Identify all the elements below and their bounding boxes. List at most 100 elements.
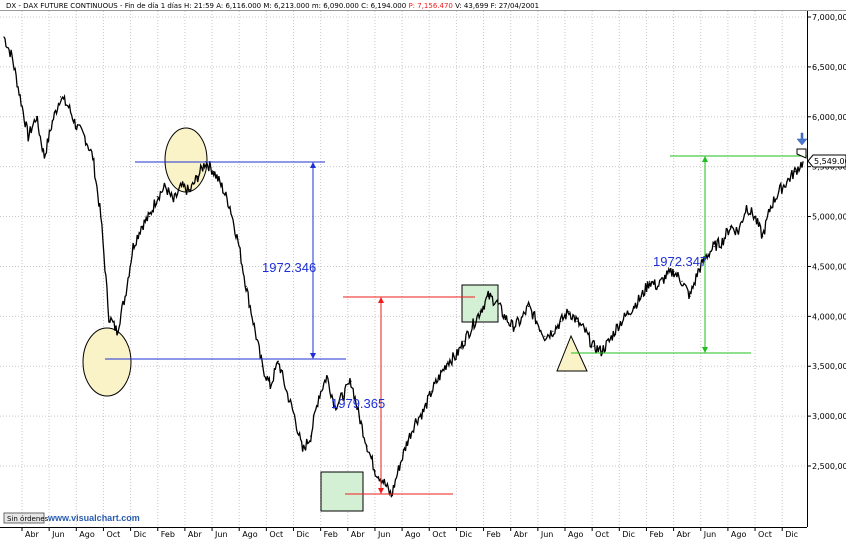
x-tick-label: Jun bbox=[540, 530, 554, 539]
price-point bbox=[415, 420, 417, 422]
low-box-marker[interactable] bbox=[320, 471, 364, 512]
x-tick-label: Ago bbox=[79, 530, 95, 539]
price-point bbox=[592, 345, 594, 347]
price-point bbox=[221, 186, 223, 188]
x-tick-label: Oct bbox=[595, 530, 609, 539]
watermark: www.visualchart.com bbox=[47, 513, 140, 523]
price-point bbox=[358, 415, 360, 417]
price-point bbox=[576, 320, 578, 322]
price-point bbox=[487, 295, 489, 297]
y-tick-label: 6,500,000 bbox=[812, 63, 846, 72]
price-point bbox=[366, 445, 368, 447]
price-point bbox=[398, 465, 401, 467]
y-tick-label: 7,000,000 bbox=[812, 13, 846, 22]
price-point bbox=[11, 56, 13, 58]
x-tick-label: Dic bbox=[785, 530, 798, 539]
price-point bbox=[189, 191, 191, 193]
price-point bbox=[584, 330, 586, 332]
bottom-ellipse-marker[interactable] bbox=[82, 327, 132, 397]
y-tick-label: 4,500,000 bbox=[812, 262, 846, 271]
price-point bbox=[27, 136, 29, 138]
price-point bbox=[59, 96, 62, 98]
header-prev: P: 7,156.470 bbox=[408, 2, 452, 10]
orders-button-label: Sin órdenes bbox=[7, 515, 49, 523]
x-tick-label: Jun bbox=[377, 530, 391, 539]
header-volume: V: 43,699 bbox=[455, 2, 488, 10]
last-price-tag: 5,549.000 bbox=[807, 154, 846, 168]
top-ellipse-marker[interactable] bbox=[164, 127, 208, 193]
price-point bbox=[382, 480, 384, 482]
price-point bbox=[423, 410, 425, 412]
price-point bbox=[148, 215, 150, 218]
x-tick-label: Dic bbox=[622, 530, 635, 539]
y-tick-label: 4,000,000 bbox=[812, 312, 846, 321]
red-arrow-up bbox=[378, 297, 384, 303]
green-arrow-up bbox=[702, 156, 708, 162]
price-point bbox=[261, 365, 263, 367]
y-tick-label: 3,500,000 bbox=[812, 362, 846, 371]
x-tick-label: Abr bbox=[188, 530, 203, 539]
price-point bbox=[455, 355, 457, 357]
price-point bbox=[786, 181, 788, 183]
x-tick-label: Oct bbox=[432, 530, 446, 539]
plot-area[interactable] bbox=[0, 10, 807, 527]
flag-icon[interactable] bbox=[796, 148, 807, 159]
header-open: A: 6,116.000 bbox=[216, 2, 261, 10]
price-point bbox=[503, 315, 505, 317]
x-tick-label: Jun bbox=[703, 530, 717, 539]
header-symbol: DX bbox=[6, 2, 16, 10]
orders-button[interactable]: Sin órdenes bbox=[3, 512, 49, 524]
x-tick-label: Dic bbox=[459, 530, 472, 539]
x-tick-label: Feb bbox=[487, 530, 501, 539]
x-tick-label: Dic bbox=[297, 530, 310, 539]
x-tick-label: Dic bbox=[134, 530, 147, 539]
price-point bbox=[43, 156, 45, 158]
price-axis-panel bbox=[807, 10, 846, 527]
price-point bbox=[326, 375, 328, 377]
y-tick-label: 3,000,000 bbox=[812, 412, 846, 421]
price-point bbox=[568, 310, 570, 312]
price-point bbox=[51, 121, 54, 123]
price-point bbox=[721, 240, 723, 243]
x-tick-label: Ago bbox=[405, 530, 421, 539]
price-line bbox=[3, 36, 804, 498]
price-point bbox=[479, 310, 481, 312]
svg-text:DX - DAX FUTURE CONTINUOU: DX - DAX FUTURE CONTINUOUS - Fin de día … bbox=[6, 2, 539, 10]
price-point bbox=[124, 295, 126, 297]
price-point bbox=[390, 495, 392, 497]
price-point bbox=[495, 300, 497, 302]
price-point bbox=[116, 330, 118, 332]
red-projection[interactable] bbox=[343, 296, 475, 495]
price-point bbox=[560, 320, 562, 322]
x-tick-label: Jun bbox=[214, 530, 228, 539]
x-tick-label: Feb bbox=[324, 530, 338, 539]
price-point bbox=[802, 161, 804, 163]
down-arrow-icon[interactable] bbox=[796, 132, 808, 146]
price-point bbox=[753, 215, 756, 218]
price-point bbox=[673, 270, 675, 273]
price-point bbox=[374, 470, 376, 472]
price-point bbox=[108, 315, 110, 317]
price-point bbox=[253, 325, 255, 327]
x-tick-label: Feb bbox=[649, 530, 663, 539]
header-name: DAX FUTURE CONTINUOUS bbox=[23, 2, 118, 10]
price-point bbox=[277, 360, 280, 362]
price-point bbox=[665, 275, 667, 278]
price-point bbox=[624, 315, 627, 317]
price-point bbox=[293, 415, 296, 417]
last-price-value: 5,549.000 bbox=[814, 157, 846, 166]
green-projection[interactable] bbox=[571, 155, 807, 354]
x-tick-label: Ago bbox=[242, 530, 258, 539]
price-point bbox=[342, 395, 344, 397]
x-tick-label: Abr bbox=[677, 530, 692, 539]
price-point bbox=[544, 335, 546, 337]
price-point bbox=[697, 270, 699, 273]
blue-projection[interactable] bbox=[105, 161, 346, 360]
price-point bbox=[681, 280, 683, 283]
price-point bbox=[245, 285, 247, 287]
annotation-label: 1979.365 bbox=[331, 396, 385, 411]
price-point bbox=[229, 205, 231, 208]
price-point bbox=[180, 186, 183, 188]
